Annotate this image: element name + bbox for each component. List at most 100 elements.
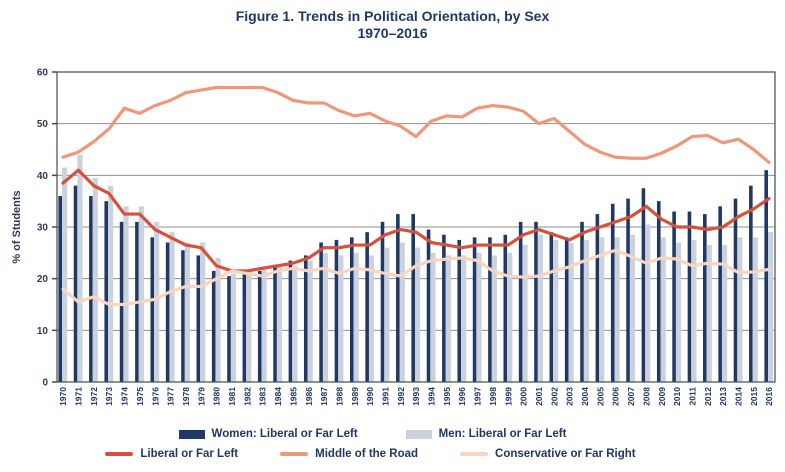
women-bar [334,239,339,382]
legend-row-lines: Liberal or Far Left Middle of the Road Con… [0,448,763,460]
women-bar [196,255,201,382]
men-bar [154,221,160,382]
men-bar [629,234,636,382]
year-label: 1979 [196,387,206,406]
y-tick-label: 20 [37,274,49,285]
women-bar [442,234,446,382]
legend-swatch-line [105,452,134,456]
year-label: 1995 [442,387,452,406]
year-label: 2010 [672,387,682,406]
women-bar [303,255,308,382]
men-bar [522,245,528,382]
women-bar [610,203,615,382]
year-label: 2009 [657,387,667,406]
women-bar [411,214,415,382]
men-bar [691,239,697,382]
women-bar [534,221,538,382]
year-label: 1996 [457,387,467,406]
year-label: 2004 [580,387,590,406]
men-bar [445,255,451,382]
year-label: 2011 [687,387,697,406]
year-label: 1988 [334,387,344,406]
legend-item: Men: Liberal or Far Left [405,428,566,440]
legend-item: Women: Liberal or Far Left [178,428,358,440]
women-bar [595,214,600,382]
men-bar [77,154,83,382]
men-bar [430,252,436,382]
year-label: 1973 [104,387,114,406]
women-bar [181,250,185,382]
legend-label: Women: Liberal or Far Left [211,428,358,440]
year-label: 1971 [74,387,84,406]
men-bar [583,239,590,382]
women-bar [733,198,738,382]
women-bar [150,237,155,382]
year-label: 1998 [488,387,498,406]
women-bar [104,201,109,382]
y-tick-label: 60 [37,68,49,79]
year-label: 1986 [304,387,314,406]
year-label: 2007 [626,387,636,406]
year-label: 2015 [749,387,759,406]
figure-title-line1: Figure 1. Trends in Political Orientatio… [235,8,550,24]
women-bar [73,185,78,382]
year-label: 2003 [565,387,575,406]
men-bar [568,242,574,382]
men-bar [614,237,620,382]
year-label: 1970 [58,387,68,406]
women-bar [288,260,293,382]
men-bar [307,260,313,382]
y-tick-label: 0 [42,378,48,389]
men-bar [200,242,206,382]
men-bar [721,245,728,382]
men-bar [261,268,267,382]
y-tick-label: 50 [37,119,49,130]
legend-swatch-bar [178,429,205,439]
men-bar [461,255,467,382]
women-bar [488,237,492,382]
men-bar [752,237,758,382]
women-bar [718,206,722,382]
women-bar [227,276,231,382]
year-label: 1984 [273,387,283,406]
men-bar [62,167,68,382]
men-bar [507,252,513,382]
men-bar [768,232,774,382]
middle-line [61,85,771,165]
women-bar [580,221,584,382]
year-label: 2012 [703,387,713,406]
men-bar [537,234,543,382]
women-bar [656,201,661,382]
year-label: 1989 [350,387,360,406]
women-bar [518,221,523,382]
women-bar [687,211,692,382]
conservative-line [61,248,771,307]
legend-item: Conservative or Far Right [460,448,636,460]
year-label: 2005 [595,387,605,406]
year-label: 1975 [135,387,145,406]
year-label: 1990 [365,387,375,406]
year-label: 1972 [89,387,99,406]
men-bar [108,185,114,382]
year-label: 1997 [473,387,483,406]
year-label: 2013 [718,387,728,406]
men-bar [706,245,712,382]
men-bar [169,232,175,382]
year-label: 1974 [120,387,130,406]
women-bar [764,170,768,382]
women-bar [257,270,262,382]
women-bar [641,188,646,382]
year-label: 2000 [519,387,529,406]
women-bar [564,237,569,382]
year-label: 1994 [427,387,437,406]
women-bar [350,237,354,382]
men-bar [415,247,421,382]
men-bar [322,252,329,382]
year-label: 2001 [534,387,544,406]
year-label: 2016 [764,387,774,406]
women-bar [119,221,124,382]
year-label: 1976 [150,387,160,406]
men-bar [123,206,129,382]
women-bar [426,229,431,382]
year-label: 2008 [641,387,651,406]
